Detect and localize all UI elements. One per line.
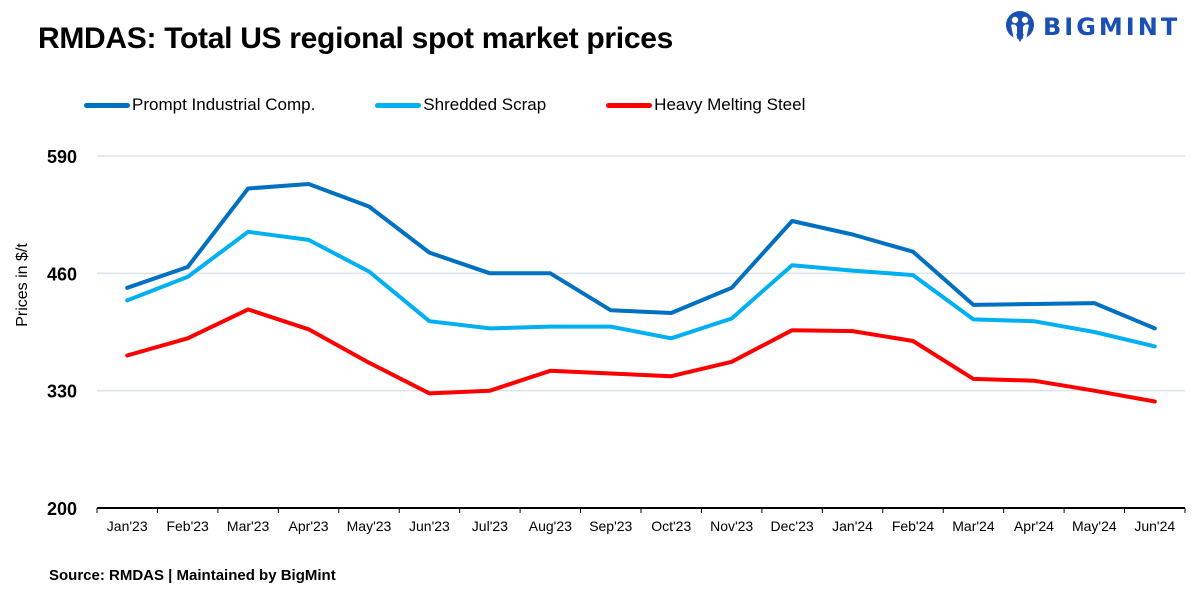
x-axis: Jan'23 Feb'23 Mar'23 Apr'23 May'23 Jun'23 Jul'… <box>96 507 1186 534</box>
x-tick-label: Jun'24 <box>1134 518 1175 534</box>
legend-label-shredded-scrap: Shredded Scrap <box>423 95 547 114</box>
x-tick-label: May'24 <box>1072 518 1117 534</box>
x-tick-label: Jul'23 <box>472 518 508 534</box>
legend-label-prompt-industrial: Prompt Industrial Comp. <box>132 95 316 114</box>
y-tick-label: 330 <box>47 382 77 402</box>
y-axis-label: Prices in $/t <box>14 243 31 327</box>
x-tick-label: Feb'24 <box>892 518 935 534</box>
legend-label-heavy-melting-steel: Heavy Melting Steel <box>654 95 806 114</box>
x-tick-label: Apr'23 <box>289 518 329 534</box>
y-axis-ticks: 200 330 460 590 <box>47 147 77 519</box>
x-tick-label: Jan'24 <box>832 518 873 534</box>
series-line-prompt-industrial-comp <box>125 182 1157 331</box>
x-tick-label: Nov'23 <box>710 518 753 534</box>
x-tick-label: Aug'23 <box>529 518 572 534</box>
x-tick-label: Apr'24 <box>1014 518 1054 534</box>
x-tick-label: Oct'23 <box>651 518 691 534</box>
x-tick-label: Jun'23 <box>409 518 450 534</box>
legend-item-heavy-melting-steel: Heavy Melting Steel <box>606 95 805 115</box>
chart-title: RMDAS: Total US regional spot market pri… <box>38 22 674 55</box>
x-tick-label: Sep'23 <box>589 518 632 534</box>
bigmint-logo-icon <box>1006 11 1034 43</box>
logo-text: BIGMINT <box>1043 13 1181 41</box>
y-tick-label: 590 <box>47 147 77 167</box>
legend-swatch-heavy-melting-steel <box>606 102 653 108</box>
x-tick-label: May'23 <box>347 518 392 534</box>
y-tick-label: 200 <box>47 499 77 519</box>
bigmint-logo: BIGMINT <box>1005 10 1180 44</box>
legend-swatch-prompt-industrial <box>84 102 130 108</box>
series-lines <box>125 182 1157 404</box>
y-tick-label: 460 <box>47 264 77 284</box>
x-tick-label: Mar'23 <box>227 518 270 534</box>
series-line-heavy-melting-steel <box>125 307 1157 404</box>
x-tick-label: Feb'23 <box>166 518 209 534</box>
x-tick-label: Mar'24 <box>952 518 995 534</box>
chart-legend: Prompt Industrial Comp. Shredded Scrap H… <box>84 95 865 115</box>
legend-swatch-shredded-scrap <box>375 102 422 108</box>
x-tick-label: Dec'23 <box>771 518 814 534</box>
source-note: Source: RMDAS | Maintained by BigMint <box>49 567 336 584</box>
series-line-shredded-scrap <box>125 229 1157 349</box>
gridlines <box>97 155 1185 392</box>
x-tick-label: Jan'23 <box>107 518 148 534</box>
legend-item-prompt-industrial: Prompt Industrial Comp. <box>84 95 315 115</box>
legend-item-shredded-scrap: Shredded Scrap <box>375 95 546 115</box>
